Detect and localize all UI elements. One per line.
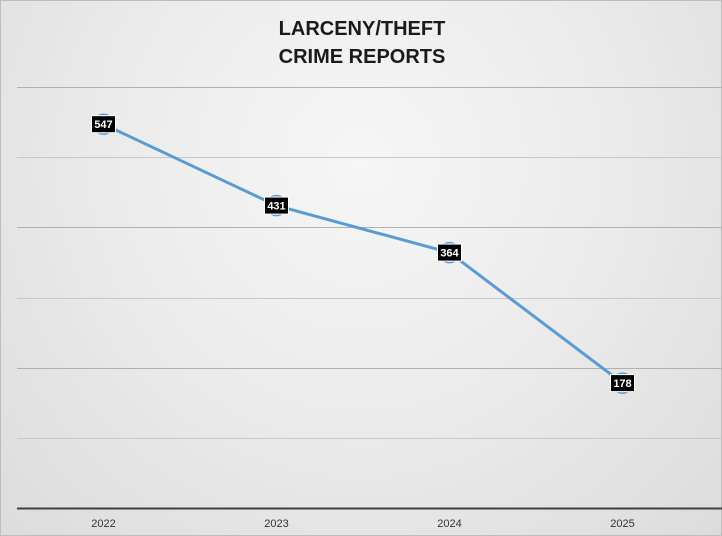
data-label-box	[264, 196, 289, 215]
x-tick-label: 2022	[91, 518, 115, 530]
series-line	[102, 122, 624, 385]
data-label-box	[437, 243, 462, 262]
chart-title: LARCENY/THEFT CRIME REPORTS	[1, 15, 722, 71]
data-label-box	[610, 374, 635, 393]
x-tick-label: 2025	[610, 518, 634, 530]
chart-title-line-1: LARCENY/THEFT	[278, 18, 446, 40]
x-axis-tick-labels: 2022 2023 2024 2025	[91, 518, 634, 530]
x-tick-label: 2023	[264, 518, 288, 530]
data-label: 364	[440, 248, 459, 260]
data-label: 431	[267, 201, 285, 213]
data-label: 178	[613, 378, 631, 390]
series-line-layer	[102, 122, 624, 385]
x-tick-label: 2024	[437, 518, 461, 530]
data-label-box	[91, 115, 116, 134]
data-labels: 547 431 364 178	[91, 115, 635, 393]
chart-title-line-2: CRIME REPORTS	[278, 46, 446, 68]
data-label: 547	[94, 119, 112, 131]
